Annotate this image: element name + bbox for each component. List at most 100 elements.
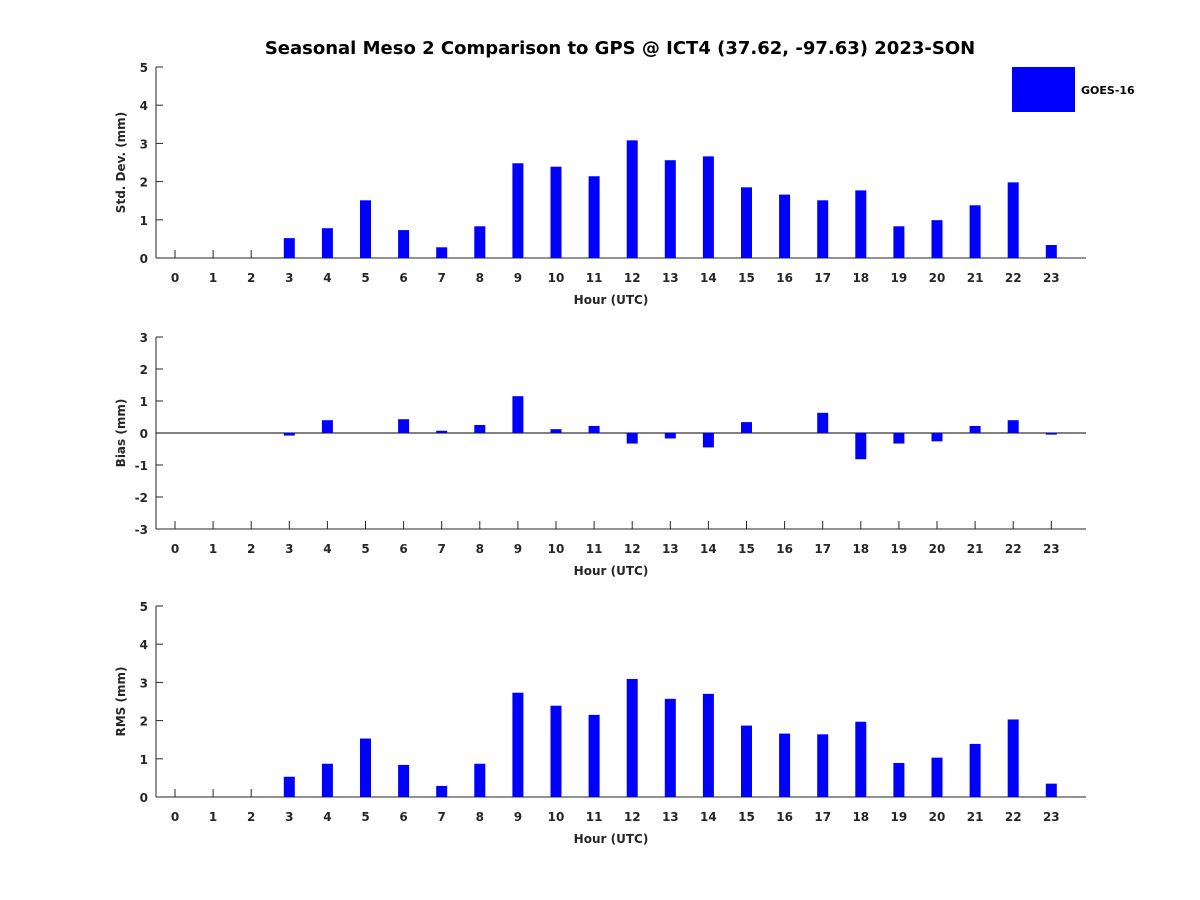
bar-hour-4 bbox=[321, 763, 333, 797]
x-tick-label: 15 bbox=[738, 810, 755, 824]
x-tick-label: 10 bbox=[548, 542, 565, 556]
y-tick-label: 2 bbox=[140, 176, 148, 190]
x-tick-label: 7 bbox=[438, 542, 446, 556]
x-tick-label: 18 bbox=[852, 542, 869, 556]
bar-hour-21 bbox=[969, 743, 981, 797]
bar-hour-8 bbox=[474, 763, 486, 797]
bar-hour-12 bbox=[626, 433, 638, 444]
bar-hour-10 bbox=[550, 705, 562, 797]
x-tick-label: 9 bbox=[514, 810, 522, 824]
x-tick-label: 6 bbox=[399, 542, 407, 556]
bar-hour-14 bbox=[702, 433, 714, 448]
y-tick-label: 5 bbox=[140, 61, 148, 75]
x-tick-label: 23 bbox=[1043, 271, 1060, 285]
x-axis-label: Hour (UTC) bbox=[574, 832, 649, 846]
bar-hour-16 bbox=[779, 194, 791, 258]
bar-hour-23 bbox=[1045, 245, 1057, 258]
x-tick-label: 11 bbox=[586, 271, 603, 285]
x-tick-label: 3 bbox=[285, 271, 293, 285]
x-tick-label: 13 bbox=[662, 542, 679, 556]
x-tick-label: 12 bbox=[624, 810, 641, 824]
x-tick-label: 16 bbox=[776, 810, 793, 824]
y-tick-label: -2 bbox=[135, 491, 148, 505]
x-tick-label: 0 bbox=[171, 271, 179, 285]
x-tick-label: 21 bbox=[967, 271, 984, 285]
x-tick-label: 15 bbox=[738, 542, 755, 556]
bar-hour-13 bbox=[664, 160, 676, 258]
x-tick-label: 6 bbox=[399, 271, 407, 285]
legend-label: GOES-16 bbox=[1081, 84, 1135, 97]
bar-hour-13 bbox=[664, 433, 676, 439]
y-tick-label: 4 bbox=[140, 99, 148, 113]
x-tick-label: 5 bbox=[361, 542, 369, 556]
x-tick-label: 19 bbox=[891, 542, 908, 556]
bar-hour-23 bbox=[1045, 783, 1057, 797]
x-tick-label: 20 bbox=[929, 542, 946, 556]
bar-hour-10 bbox=[550, 429, 562, 433]
bar-hour-18 bbox=[855, 190, 867, 258]
x-tick-label: 17 bbox=[814, 271, 831, 285]
bar-hour-4 bbox=[321, 228, 333, 258]
x-tick-label: 15 bbox=[738, 271, 755, 285]
bar-hour-9 bbox=[512, 396, 524, 433]
x-tick-label: 7 bbox=[438, 271, 446, 285]
bar-hour-19 bbox=[893, 763, 905, 797]
bar-hour-15 bbox=[741, 725, 752, 797]
bar-hour-20 bbox=[931, 433, 943, 442]
bar-hour-7 bbox=[436, 430, 448, 433]
y-tick-label: 4 bbox=[140, 638, 148, 652]
x-tick-label: 17 bbox=[814, 810, 831, 824]
bar-hour-10 bbox=[550, 166, 562, 258]
x-tick-label: 0 bbox=[171, 542, 179, 556]
x-tick-label: 22 bbox=[1005, 271, 1022, 285]
y-tick-label: 1 bbox=[140, 214, 148, 228]
x-tick-label: 9 bbox=[514, 271, 522, 285]
bar-hour-20 bbox=[931, 220, 943, 258]
bar-hour-20 bbox=[931, 757, 943, 797]
x-axis-label: Hour (UTC) bbox=[574, 293, 649, 307]
bar-hour-3 bbox=[283, 433, 295, 436]
bar-hour-19 bbox=[893, 433, 905, 444]
bar-hour-13 bbox=[664, 698, 676, 797]
bar-hour-3 bbox=[283, 776, 295, 797]
x-tick-label: 3 bbox=[285, 810, 293, 824]
x-tick-label: 18 bbox=[852, 271, 869, 285]
bar-hour-11 bbox=[588, 714, 600, 797]
x-tick-label: 3 bbox=[285, 542, 293, 556]
x-tick-label: 22 bbox=[1005, 810, 1022, 824]
bar-hour-17 bbox=[817, 412, 829, 433]
bar-hour-17 bbox=[817, 200, 829, 258]
bar-hour-21 bbox=[969, 425, 981, 433]
x-tick-label: 10 bbox=[548, 271, 565, 285]
bar-hour-11 bbox=[588, 176, 600, 258]
y-tick-label: 0 bbox=[140, 252, 148, 266]
x-tick-label: 4 bbox=[323, 542, 331, 556]
x-tick-label: 4 bbox=[323, 810, 331, 824]
x-tick-label: 14 bbox=[700, 810, 717, 824]
x-tick-label: 2 bbox=[247, 542, 255, 556]
x-tick-label: 1 bbox=[209, 542, 217, 556]
bar-hour-14 bbox=[702, 156, 714, 258]
bar-hour-8 bbox=[474, 425, 486, 433]
y-axis-label: Bias (mm) bbox=[114, 399, 128, 468]
x-tick-label: 20 bbox=[929, 810, 946, 824]
x-tick-label: 19 bbox=[891, 810, 908, 824]
x-tick-label: 2 bbox=[247, 271, 255, 285]
x-tick-label: 14 bbox=[700, 271, 717, 285]
x-tick-label: 21 bbox=[967, 542, 984, 556]
x-tick-label: 12 bbox=[624, 542, 641, 556]
y-tick-label: 3 bbox=[140, 676, 148, 690]
y-tick-label: 0 bbox=[140, 791, 148, 805]
y-axis-label: RMS (mm) bbox=[114, 667, 128, 737]
bar-hour-5 bbox=[360, 738, 371, 797]
y-axis-label: Std. Dev. (mm) bbox=[114, 112, 128, 213]
bar-hour-14 bbox=[702, 693, 714, 797]
x-tick-label: 1 bbox=[209, 271, 217, 285]
bar-hour-8 bbox=[474, 226, 486, 258]
x-tick-label: 9 bbox=[514, 542, 522, 556]
y-tick-label: 0 bbox=[140, 427, 148, 441]
x-tick-label: 13 bbox=[662, 810, 679, 824]
x-tick-label: 5 bbox=[361, 810, 369, 824]
bar-hour-21 bbox=[969, 205, 981, 258]
